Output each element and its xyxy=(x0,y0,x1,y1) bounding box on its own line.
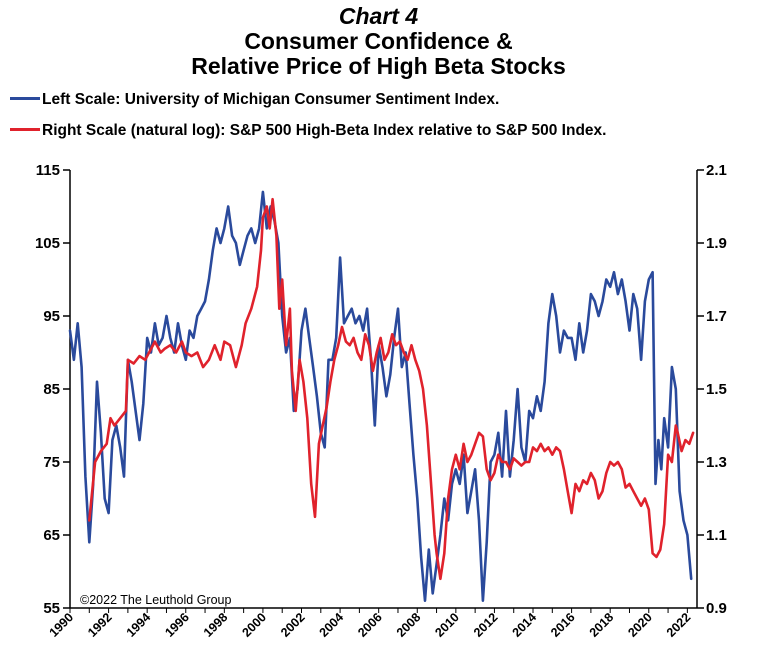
copyright-text: ©2022 The Leuthold Group xyxy=(80,593,232,607)
axes-layer: 55 65 75 85 95 105 115 0.9 1.1 1.3 1.5 1.7 1.9 2.1 199… xyxy=(35,162,727,640)
right-tick-label: 1.9 xyxy=(706,235,727,252)
left-tick-label: 105 xyxy=(35,235,60,252)
left-tick-label: 75 xyxy=(43,454,60,471)
x-tick-label: 2012 xyxy=(471,610,501,640)
x-tick-label: 2014 xyxy=(510,610,540,640)
left-tick-label: 115 xyxy=(36,162,60,179)
x-tick-label: 2022 xyxy=(664,610,694,640)
right-tick-label: 1.1 xyxy=(706,527,727,544)
right-tick-label: 2.1 xyxy=(706,162,727,179)
chart-title-line-2: Relative Price of High Beta Stocks xyxy=(191,53,566,79)
x-tick-label: 2002 xyxy=(278,610,308,640)
high-beta-series-line xyxy=(88,197,695,581)
x-tick-label: 2006 xyxy=(355,610,385,640)
x-tick-label: 2018 xyxy=(587,610,617,640)
x-tick-label: 2000 xyxy=(239,610,269,640)
x-tick-label: 2020 xyxy=(625,610,655,640)
left-tick-label: 85 xyxy=(43,381,60,398)
x-tick-label: 1998 xyxy=(201,610,231,640)
legend-left-scale: Left Scale: University of Michigan Consu… xyxy=(10,90,499,110)
left-tick-label: 55 xyxy=(43,600,60,617)
right-tick-label: 0.9 xyxy=(706,600,727,617)
x-tick-label: 2008 xyxy=(394,610,424,640)
x-tick-label: 2004 xyxy=(317,610,347,640)
right-tick-label: 1.3 xyxy=(706,454,727,471)
left-tick-label: 65 xyxy=(43,527,60,544)
x-tick-label: 2016 xyxy=(548,610,578,640)
chart-title-line-1: Consumer Confidence & xyxy=(244,28,513,54)
sentiment-series-line xyxy=(68,190,693,602)
right-tick-label: 1.7 xyxy=(706,308,727,325)
legend-blue-swatch xyxy=(10,97,40,101)
x-tick-label: 1992 xyxy=(85,610,115,640)
title-block: Chart 4 Consumer Confidence & Relative P… xyxy=(0,4,757,79)
legend-right-scale: Right Scale (natural log): S&P 500 High-… xyxy=(10,121,606,141)
legend-red-swatch xyxy=(10,128,40,132)
left-tick-label: 95 xyxy=(43,308,60,325)
legend-right-scale-text: Right Scale (natural log): S&P 500 High-… xyxy=(42,122,607,139)
right-tick-label: 1.5 xyxy=(706,381,727,398)
legend-left-scale-text: Left Scale: University of Michigan Consu… xyxy=(42,91,500,108)
series-layer xyxy=(68,190,695,602)
x-tick-label: 1994 xyxy=(124,610,154,640)
x-tick-label: 1996 xyxy=(162,610,192,640)
chart-label: Chart 4 xyxy=(338,3,419,29)
x-tick-label: 2010 xyxy=(432,610,462,640)
